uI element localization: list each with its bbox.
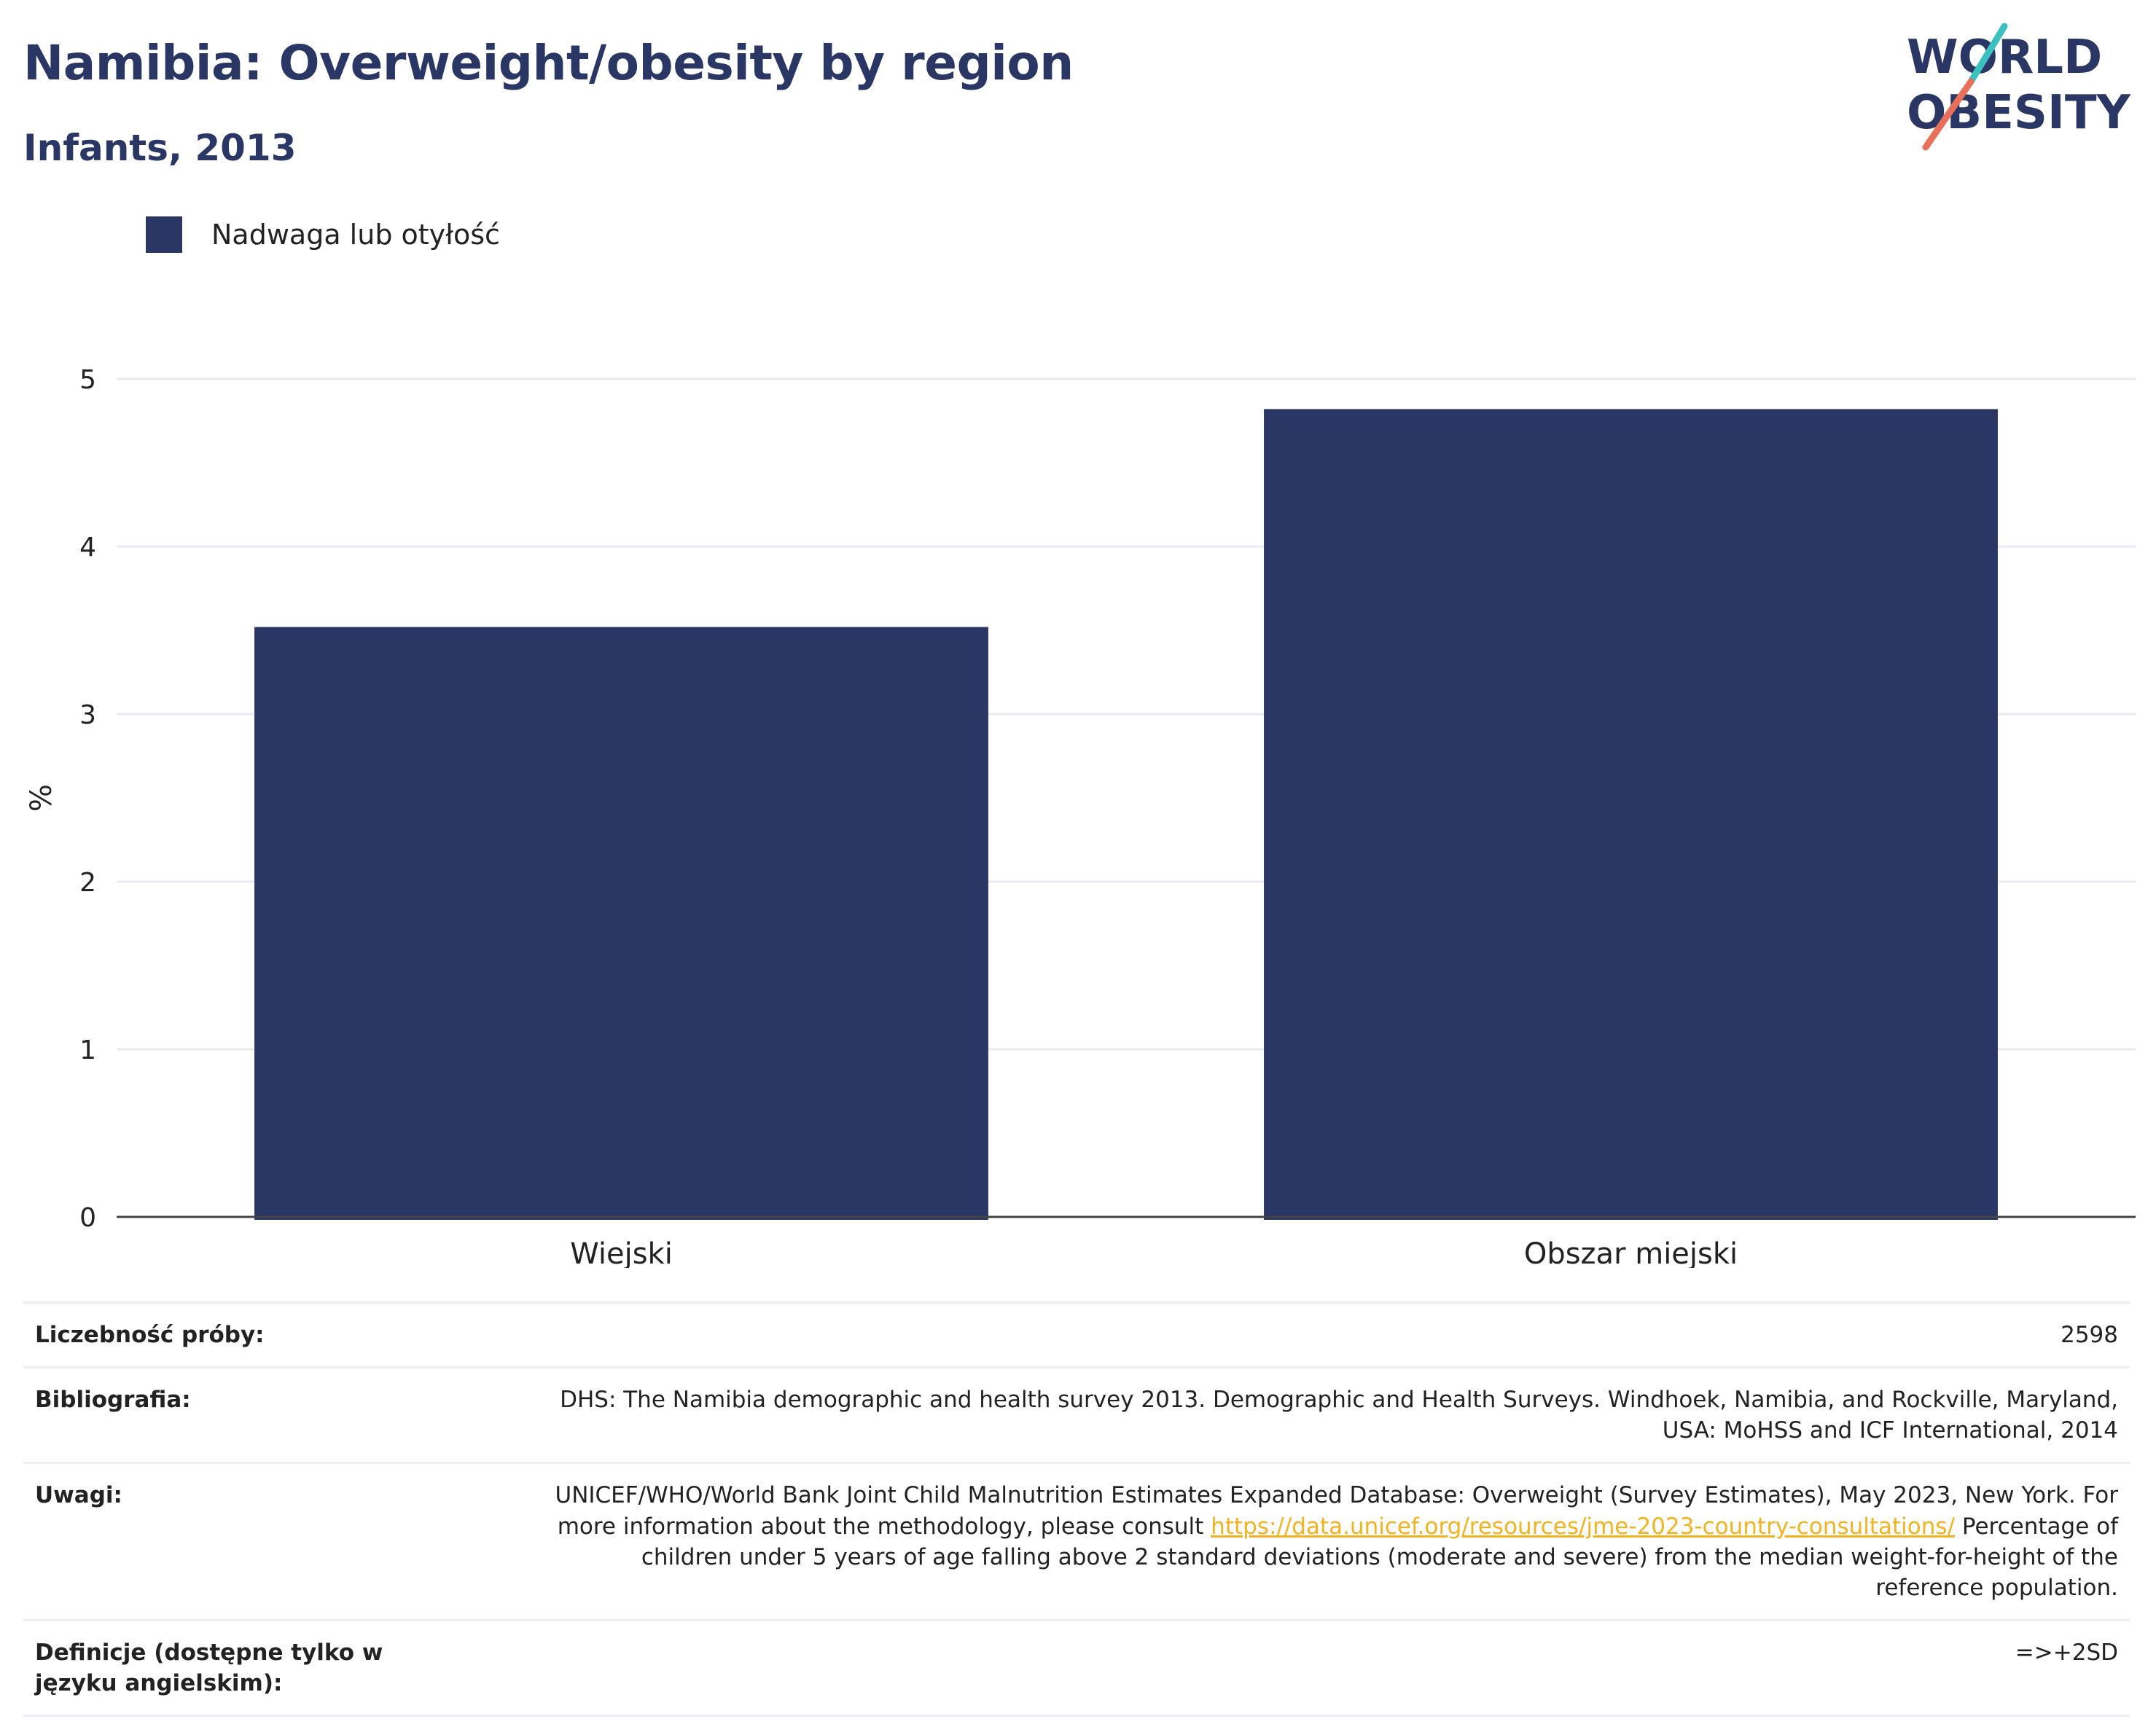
meta-row-bibliography: Bibliografia: DHS: The Namibia demograph… <box>23 1366 2130 1462</box>
notes-text: UNICEF/WHO/World Bank Joint Child Malnut… <box>555 1482 2119 1540</box>
methodology-link[interactable]: https://data.unicef.org/resources/jme-20… <box>1211 1513 1956 1540</box>
chart-title: Namibia: Overweight/obesity by region <box>23 35 1074 91</box>
chart-subtitle: Infants, 2013 <box>23 127 297 169</box>
bar-chart: 0 1 2 3 4 5% Wiejski Obszar miejski <box>25 365 2136 1268</box>
bar-1 <box>1264 409 1998 1220</box>
legend[interactable]: Nadwaga lub otyłość <box>146 216 500 254</box>
meta-value: DHS: The Namibia demographic and health … <box>560 1387 2118 1444</box>
metadata-table: Liczebność próby: 2598 Bibliografia: DHS… <box>23 1301 2130 1718</box>
meta-row-notes: Uwagi: UNICEF/WHO/World Bank Joint Child… <box>23 1462 2130 1619</box>
y-tick-label: 1 <box>79 1035 96 1065</box>
y-tick-label: 2 <box>79 868 96 898</box>
meta-value: 2598 <box>2061 1322 2118 1348</box>
meta-label: Liczebność próby: <box>35 1322 265 1348</box>
meta-label: Definicje (dostępne tylko w języku angie… <box>35 1640 383 1697</box>
y-tick-label: 3 <box>79 700 96 730</box>
meta-row-definitions: Definicje (dostępne tylko w języku angie… <box>23 1619 2130 1718</box>
meta-value: =>+2SD <box>2015 1640 2118 1667</box>
world-obesity-logo: WORLD OBESITY <box>1907 23 2130 151</box>
logo-slash-teal <box>1967 23 2008 85</box>
bar-0 <box>254 627 988 1220</box>
legend-label: Nadwaga lub otyłość <box>211 219 500 251</box>
logo-slash-coral <box>1922 78 1975 151</box>
meta-value: UNICEF/WHO/World Bank Joint Child Malnut… <box>531 1480 2119 1603</box>
logo-line-1: WORLD <box>1907 31 2102 85</box>
meta-label: Bibliografia: <box>35 1387 191 1414</box>
legend-swatch <box>146 216 182 253</box>
notes-text-after: Percentage of children under 5 years of … <box>641 1513 2118 1601</box>
meta-label: Uwagi: <box>35 1482 122 1509</box>
meta-row-sample-size: Liczebność próby: 2598 <box>23 1301 2130 1366</box>
y-tick-label: 0 <box>79 1203 96 1233</box>
x-tick-label: Obszar miejski <box>1524 1237 1738 1268</box>
x-tick-label: Wiejski <box>570 1237 673 1268</box>
y-tick-label: 5 <box>79 365 96 395</box>
y-axis-label: % <box>25 784 58 812</box>
y-tick-label: 4 <box>79 533 96 563</box>
logo-line-2: OBESITY <box>1907 86 2130 140</box>
